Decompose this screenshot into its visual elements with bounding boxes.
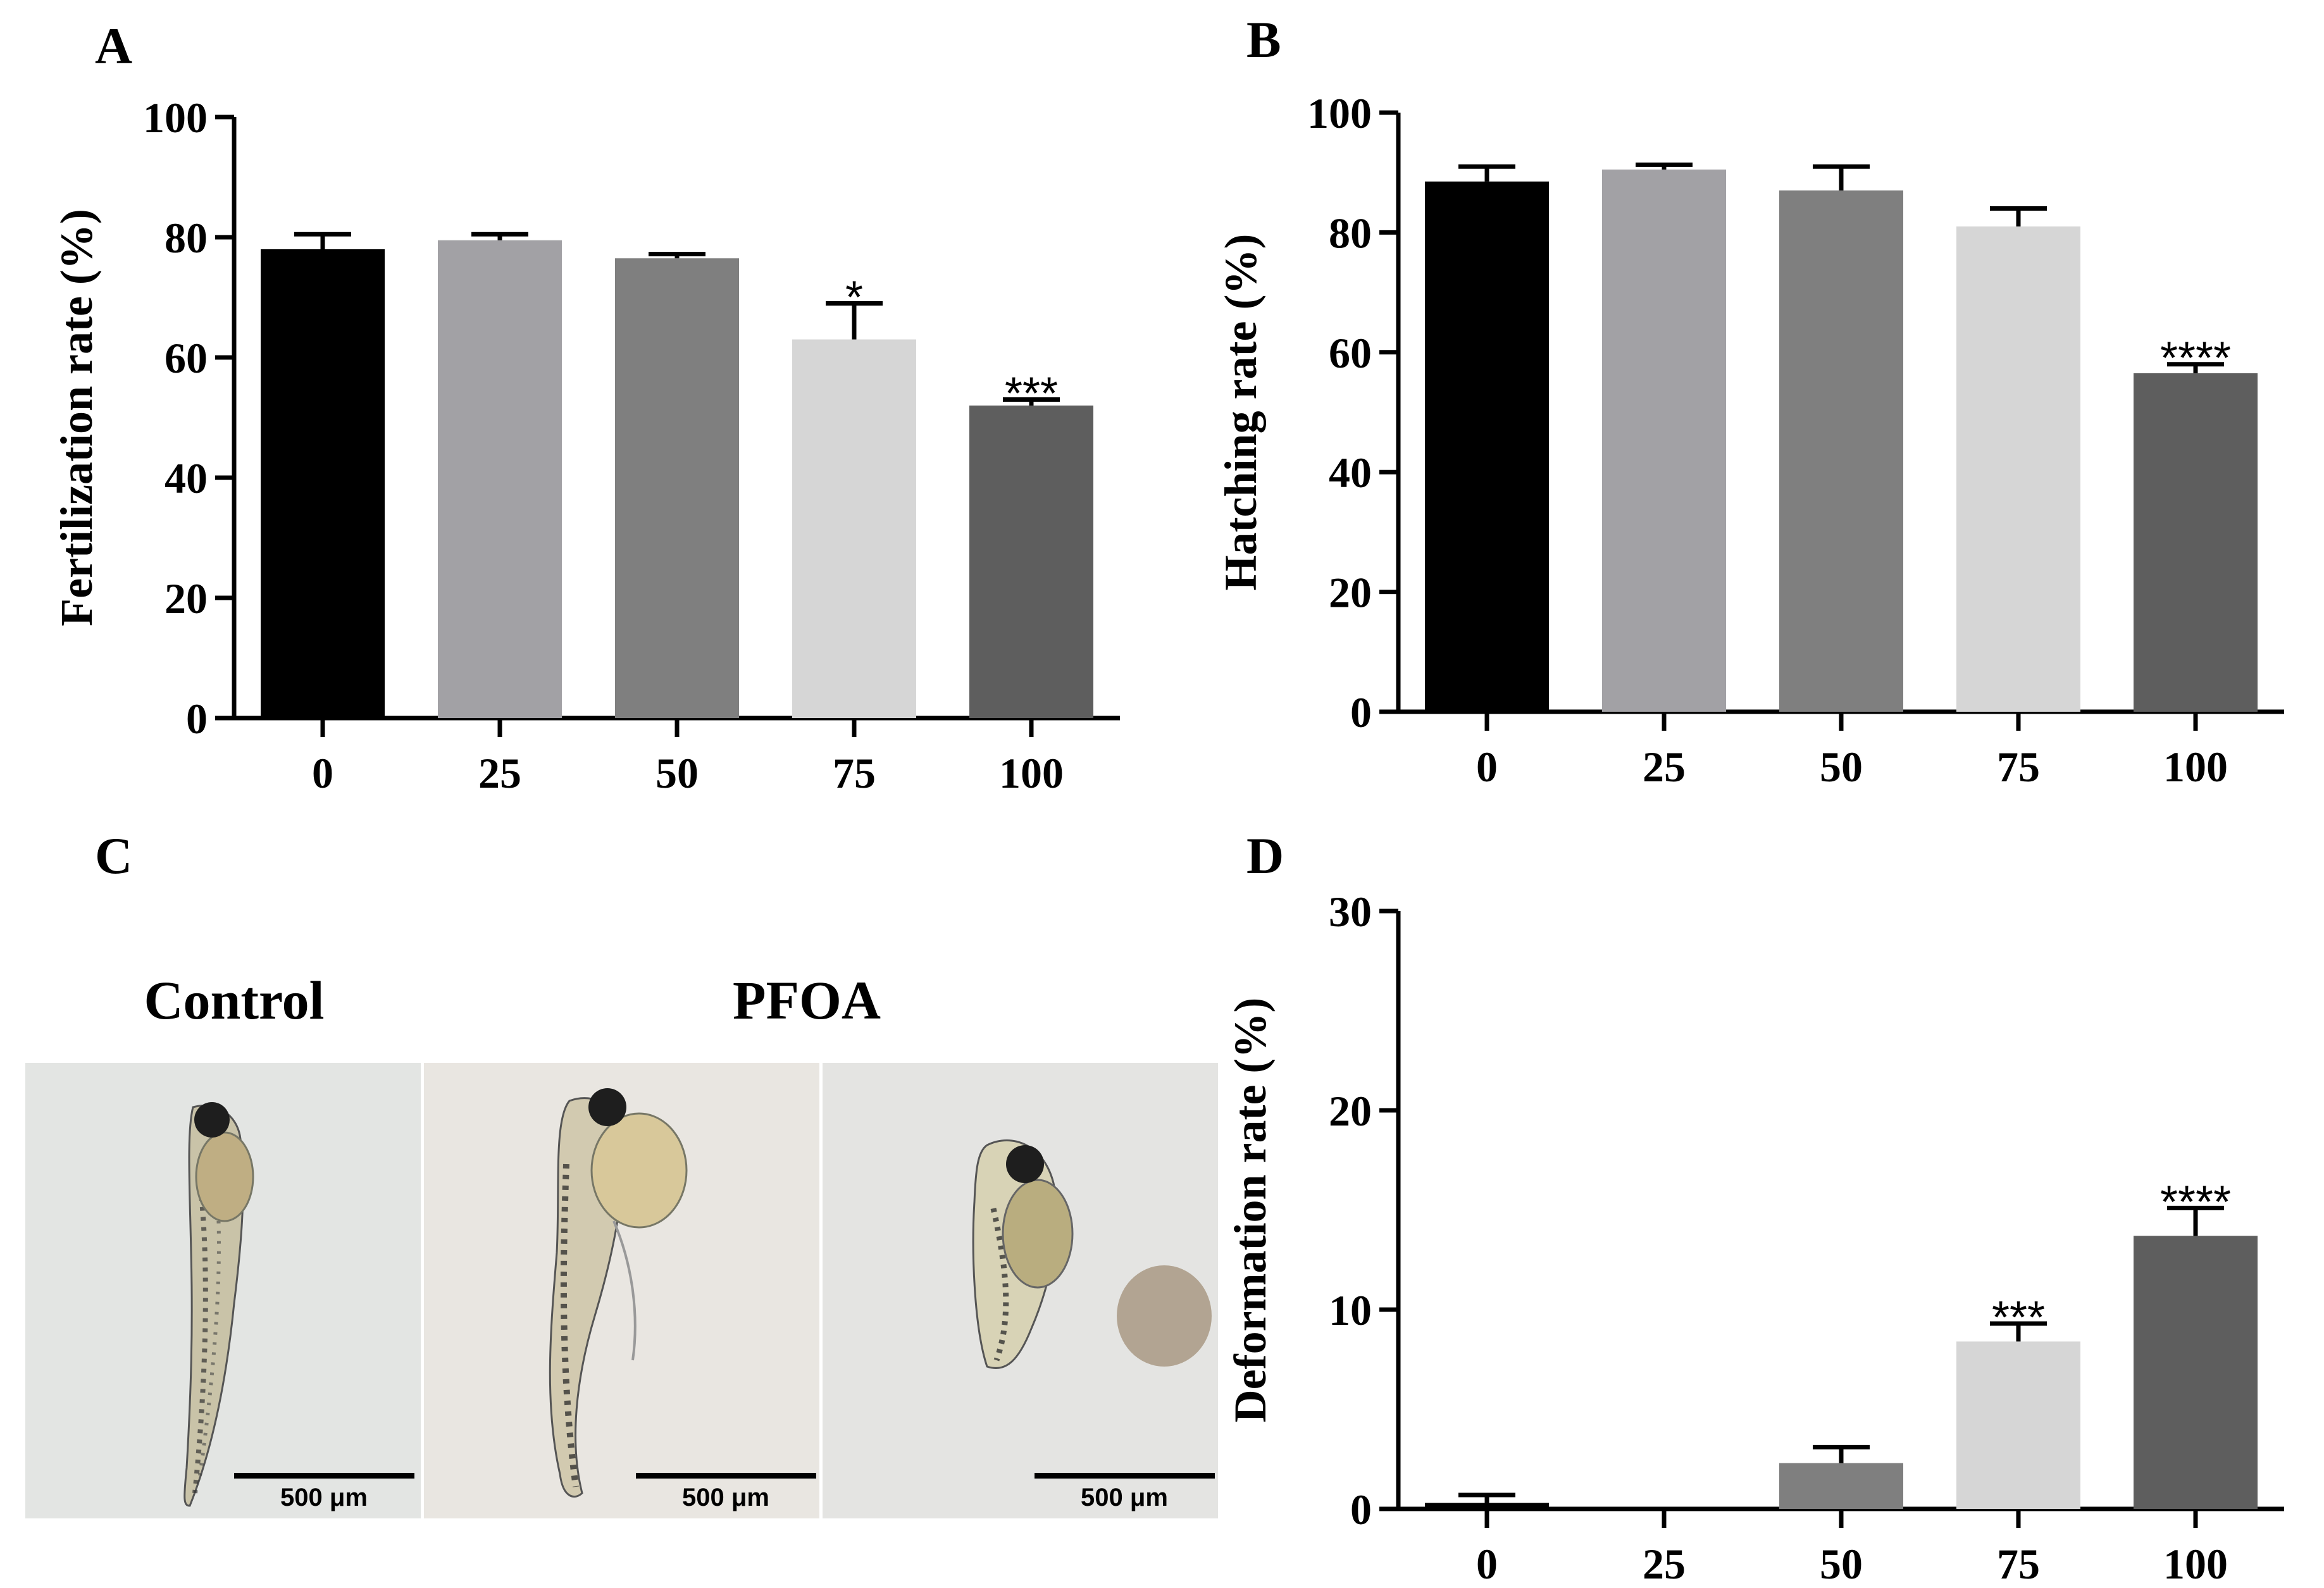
y-tick-label: 20: [165, 574, 208, 623]
y-tick-label: 30: [1329, 888, 1372, 936]
y-tick-label: 60: [165, 334, 208, 382]
significance-marker: ****: [2160, 1177, 2231, 1227]
bar: [1956, 1341, 2080, 1509]
y-tick-label: 80: [1329, 209, 1372, 257]
yolk-sac: [590, 1112, 688, 1229]
y-tick-label: 0: [186, 695, 208, 743]
photo-pfoa-2: 500 μm: [823, 1063, 1218, 1518]
x-tick-label: 100: [2163, 1540, 2228, 1588]
bar: [615, 258, 739, 718]
scale-bar-label: 500 μm: [682, 1484, 769, 1511]
y-tick-label: 40: [1329, 449, 1372, 497]
eye: [194, 1102, 230, 1138]
x-tick-label: 25: [478, 749, 521, 797]
scale-bar-line: [234, 1473, 414, 1479]
x-tick-label: 0: [1476, 1540, 1498, 1588]
significance-marker: *: [845, 273, 863, 323]
bar: [438, 240, 562, 718]
x-tick-label: 50: [1820, 743, 1863, 791]
bar: [969, 406, 1093, 718]
debris: [1117, 1265, 1212, 1367]
x-tick-label: 75: [1997, 1540, 2040, 1588]
y-tick-label: 10: [1329, 1286, 1372, 1334]
chart-d: D 0 10 20 30 Deformation rate (%) 0 25 50 75 *** 10…: [1225, 827, 2284, 1588]
significance-marker: ****: [2160, 333, 2231, 384]
panel-label: A: [95, 17, 132, 75]
photo-control: 500 μm: [25, 1063, 421, 1518]
panel-label-c: C: [95, 827, 132, 884]
y-tick-label: 0: [1350, 688, 1372, 736]
photo-pfoa-1: 500 μm: [424, 1063, 819, 1518]
x-tick-label: 100: [999, 749, 1064, 797]
x-tick-label: 100: [2163, 743, 2228, 791]
significance-marker: ***: [1005, 369, 1058, 419]
y-tick-label: 20: [1329, 1087, 1372, 1135]
chart-a: A 0 20 40 60 80 100 Fertilization rate (%) 0 25 50…: [51, 17, 1120, 797]
chart-b: B 0 20 40 60 80 100 Hatching rate (%) 0 25 50 75 100…: [1215, 11, 2284, 791]
x-tick-label: 50: [656, 749, 699, 797]
y-tick-label: 80: [165, 214, 208, 262]
control-label: Control: [144, 970, 324, 1031]
y-axis-label: Deformation rate (%): [1225, 998, 1276, 1423]
significance-marker: ***: [1992, 1293, 2045, 1343]
y-tick-label: 0: [1350, 1486, 1372, 1534]
y-tick-label: 40: [165, 454, 208, 502]
y-tick-label: 20: [1329, 569, 1372, 617]
bar: [1779, 1463, 1903, 1509]
y-tick-label: 100: [143, 94, 208, 142]
x-tick-label: 0: [312, 749, 333, 797]
bar: [1956, 226, 2080, 712]
yolk-sac: [1002, 1179, 1074, 1289]
scale-bar-line: [1035, 1473, 1215, 1479]
pfoa-label: PFOA: [733, 970, 881, 1031]
scale-bar-label: 500 μm: [1081, 1484, 1168, 1511]
eye: [588, 1088, 626, 1126]
x-tick-label: 25: [1643, 743, 1686, 791]
eye: [1006, 1145, 1044, 1183]
y-axis-label: Hatching rate (%): [1215, 234, 1266, 591]
bar: [261, 249, 385, 718]
y-tick-label: 60: [1329, 329, 1372, 377]
bar: [1425, 181, 1549, 712]
scale-bar-line: [636, 1473, 816, 1479]
scale-bar-label: 500 μm: [280, 1484, 368, 1511]
x-tick-label: 0: [1476, 743, 1498, 791]
panel-label: D: [1246, 827, 1284, 884]
x-tick-label: 75: [1997, 743, 2040, 791]
bar: [1425, 1503, 1549, 1509]
bar: [792, 339, 916, 718]
y-tick-label: 100: [1307, 89, 1372, 137]
panel-label: B: [1246, 11, 1281, 68]
bar: [2134, 1236, 2258, 1509]
bar: [1779, 190, 1903, 712]
bar: [2134, 373, 2258, 712]
panel-c: C Control PFOA 500 μm 500 μm: [25, 827, 1218, 1518]
x-tick-label: 75: [833, 749, 876, 797]
y-axis-label: Fertilization rate (%): [51, 209, 102, 626]
bar: [1602, 169, 1726, 712]
x-tick-label: 50: [1820, 1540, 1863, 1588]
x-tick-label: 25: [1643, 1540, 1686, 1588]
yolk-sac: [195, 1131, 254, 1222]
